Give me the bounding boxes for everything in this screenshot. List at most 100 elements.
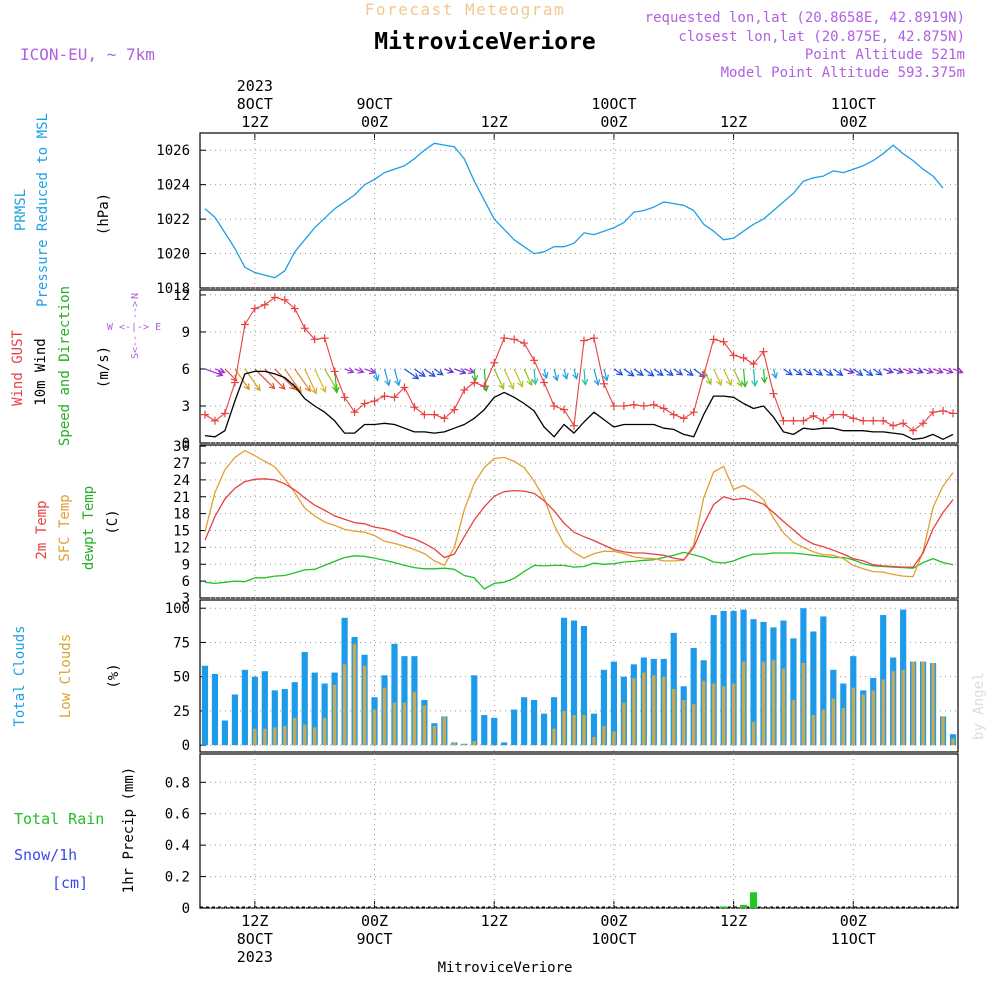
total-cloud-bar [391, 643, 398, 746]
wind-arrow [741, 368, 749, 388]
gust-marker [330, 367, 339, 376]
gust-marker [400, 383, 409, 392]
wind-arrow-head [647, 370, 655, 377]
total-cloud-bar [201, 665, 209, 746]
wind-arrow-head [581, 378, 589, 386]
time-axis-label: 00Z [361, 912, 388, 930]
wind-arrow-head [531, 378, 539, 386]
wind-arrow-shaft [952, 368, 963, 374]
low-cloud-bar [951, 738, 955, 746]
total-cloud-bar [491, 717, 498, 746]
wind-arrow [633, 368, 644, 377]
wind-arrow-head [936, 367, 944, 374]
wind-arrow-shaft [922, 368, 933, 374]
wind-speed-line [204, 370, 954, 440]
wind-arrow-shaft [503, 368, 515, 390]
wind-arrow-shaft [364, 368, 376, 374]
station-name: MitroviceVeriore [374, 29, 596, 55]
wind-arrow-head [805, 369, 813, 376]
precip-panel: 0 0.2 0.4 0.6 0.8 Total Rain Snow/1h [cm] 1h… [14, 753, 959, 917]
wind-arrow [663, 368, 674, 377]
wind-arrow [572, 368, 579, 381]
wind-arrow-shaft [803, 368, 813, 376]
wind-arrow-shaft [862, 368, 873, 376]
wind-arrow-head [785, 369, 793, 376]
wind-arrow-shaft [393, 368, 400, 386]
low-cloud-bar [831, 698, 836, 746]
wind-arrow [593, 368, 601, 387]
low-cloud-bar [283, 725, 287, 746]
wind-arrow-head [698, 371, 706, 378]
low-cloud-bar [931, 662, 935, 746]
wind-arrow [932, 367, 944, 374]
wind-arrow [813, 368, 824, 376]
wind-arrow [493, 368, 505, 391]
wind-arrow [892, 367, 904, 374]
total-cloud-bar [511, 709, 518, 746]
gust-marker [240, 320, 249, 329]
total-cloud-bar [311, 672, 318, 746]
y-tick-label: 3 [182, 591, 190, 607]
model-point-altitude: Model Point Altitude 593.375m [721, 65, 965, 81]
wind-arrow [852, 368, 864, 377]
gust-marker [879, 416, 888, 425]
wind-arrow-shaft [373, 368, 379, 381]
wind-arrow [922, 367, 934, 374]
wind-arrow-head [447, 367, 455, 374]
wind-arrow [444, 367, 455, 374]
wind-arrow [783, 368, 793, 376]
wind-arrow [942, 367, 954, 374]
wind-arrow [882, 367, 894, 374]
gust-marker [220, 409, 229, 418]
precip-tick-labels: 0 0.2 0.4 0.6 0.8 [165, 775, 190, 917]
compass-w-e: W <-|-> E [107, 322, 161, 333]
low-cloud-bar [881, 679, 885, 746]
footer-station: MitroviceVeriore [438, 960, 573, 976]
wind-arrow-shaft [424, 368, 436, 377]
gust-marker [659, 404, 668, 413]
wind-arrow-head [268, 382, 276, 390]
total-cloud-bar [501, 742, 508, 746]
wind-arrow [760, 368, 768, 384]
low-cloud-bar [791, 699, 796, 746]
wind-arrow-head [886, 367, 894, 374]
low-cloud-bar [911, 661, 915, 746]
low-cloud-bar [462, 743, 467, 746]
low-cloud-bar [572, 715, 576, 746]
gust-marker [370, 397, 379, 406]
wind-arrow-head [856, 369, 864, 377]
gust-marker [340, 393, 349, 402]
time-axis-label: 00Z [600, 113, 627, 131]
wind-arrow [733, 368, 743, 388]
gust-marker [949, 409, 958, 418]
wind-arrow-shaft [593, 368, 599, 386]
y-tick-label: 0.8 [165, 775, 190, 791]
wind-arrow-head [552, 374, 560, 382]
rain-bar [740, 904, 748, 908]
wind-arrow-shaft [473, 368, 476, 381]
low-cloud-bar [622, 702, 626, 746]
wind-arrow [803, 368, 813, 376]
wind-arrow-shaft [563, 368, 568, 379]
low-cloud-bar [711, 683, 716, 746]
low-cloud-bar [312, 727, 317, 746]
y-tick-label: 1026 [156, 143, 190, 159]
gust-marker [579, 336, 588, 345]
y-tick-label: 21 [173, 490, 190, 506]
wind-arrow [793, 368, 803, 376]
total-rain-label: Total Rain [14, 810, 104, 828]
wind-arrow-shaft [723, 368, 732, 386]
wind-arrow-head [836, 369, 844, 377]
y-tick-label: 15 [173, 524, 190, 540]
wind-arrow-head [471, 375, 479, 383]
y-tick-label: 30 [173, 439, 190, 455]
gust-marker [210, 416, 219, 425]
wind-arrow-head [216, 370, 224, 377]
low-cloud-bar [841, 708, 846, 746]
wind-arrow-head [602, 374, 610, 382]
wind-arrow-head [332, 386, 340, 394]
gust-marker [460, 385, 469, 394]
y-tick-label: 1022 [156, 212, 190, 228]
wind-arrow-shaft [663, 368, 674, 376]
